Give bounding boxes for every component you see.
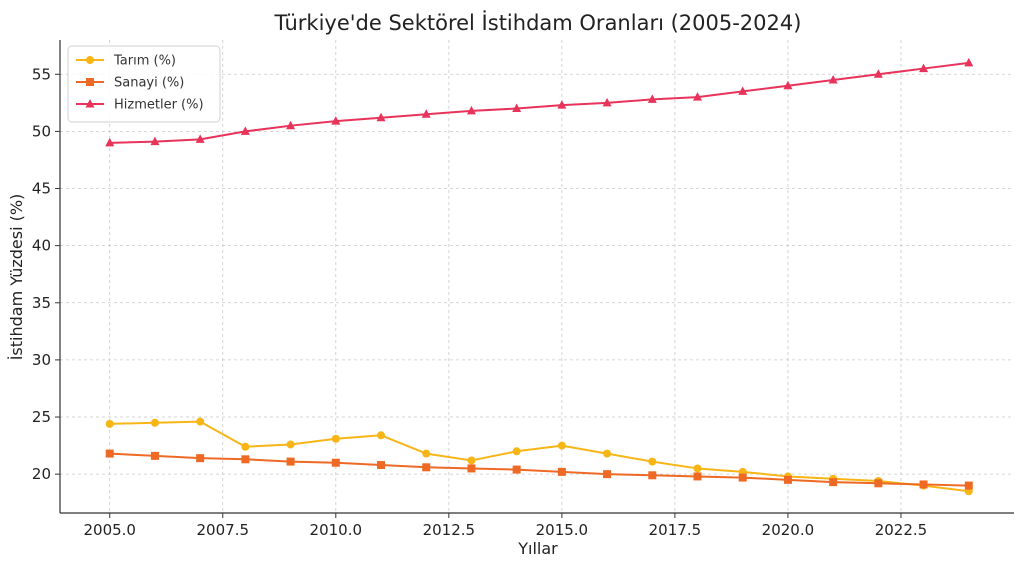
data-point — [286, 457, 295, 466]
legend-box — [67, 45, 221, 123]
y-tick-label: 40 — [32, 237, 51, 255]
x-axis-title: Yıllar — [517, 539, 558, 558]
data-point — [150, 451, 159, 460]
x-tick-label: 2010.0 — [310, 521, 363, 539]
data-point — [512, 447, 521, 456]
data-point — [693, 472, 702, 481]
data-point — [557, 467, 566, 476]
legend-item: Hizmetler (%) — [76, 98, 204, 113]
data-point — [648, 471, 657, 480]
y-tick-label: 50 — [32, 122, 51, 140]
data-point — [466, 105, 476, 115]
series-line — [109, 420, 969, 493]
y-axis-title: İstihdam Yüzdesi (%) — [7, 194, 26, 361]
data-point — [286, 120, 296, 130]
data-point — [602, 97, 612, 107]
data-point — [376, 112, 386, 122]
data-point — [693, 92, 703, 101]
x-tick-label: 2005.0 — [83, 521, 136, 539]
data-point — [964, 57, 974, 67]
data-point — [331, 458, 340, 467]
data-point — [783, 80, 793, 90]
legend-item: Sanayi (%) — [76, 76, 184, 91]
data-point — [603, 449, 612, 458]
data-point — [377, 431, 386, 440]
series-1 — [105, 417, 973, 496]
data-point — [286, 440, 295, 449]
data-point — [377, 461, 386, 470]
chart-title: Türkiye'de Sektörel İstihdam Oranları (2… — [274, 10, 802, 35]
grid — [60, 40, 1014, 513]
series-line — [109, 452, 969, 487]
data-point — [331, 116, 341, 125]
series-3 — [105, 57, 974, 147]
data-point — [829, 478, 838, 487]
data-point — [467, 464, 476, 473]
data-point — [467, 456, 476, 465]
data-point — [738, 86, 748, 95]
x-tick-label: 2020.0 — [762, 521, 815, 539]
data-point — [241, 455, 250, 464]
series-line — [109, 61, 969, 144]
y-tick-label: 35 — [32, 294, 51, 312]
legend-label: Tarım (%) — [113, 54, 176, 69]
data-point — [196, 417, 205, 426]
data-point — [105, 137, 115, 147]
legend-label: Hizmetler (%) — [114, 98, 204, 113]
x-tick-label: 2022.5 — [875, 521, 928, 539]
data-point — [421, 109, 431, 118]
data-point — [240, 126, 250, 135]
legend-label: Sanayi (%) — [114, 76, 184, 91]
data-point — [964, 481, 973, 490]
data-point — [693, 464, 702, 473]
data-point — [647, 94, 657, 103]
y-tick-label: 45 — [32, 180, 51, 198]
data-point — [196, 454, 205, 463]
series-2 — [105, 449, 973, 490]
legend-marker — [86, 78, 94, 86]
data-point — [873, 69, 883, 78]
data-point — [150, 136, 160, 146]
data-point — [919, 480, 928, 489]
data-point — [512, 103, 522, 113]
legend-marker — [85, 99, 95, 108]
legend: Tarım (%) Sanayi (%) Hizmetler (%) — [67, 45, 221, 123]
data-point — [557, 100, 567, 109]
x-tick-label: 2017.5 — [649, 521, 702, 539]
x-tick-label: 2007.5 — [197, 521, 250, 539]
data-point — [648, 457, 657, 466]
x-tick-label: 2012.5 — [423, 521, 476, 539]
series — [105, 57, 974, 496]
legend-item: Tarım (%) — [76, 54, 176, 69]
y-tick-label: 55 — [32, 65, 51, 83]
x-tick-label: 2015.0 — [536, 521, 589, 539]
data-point — [105, 419, 114, 428]
data-point — [241, 442, 250, 451]
data-point — [422, 463, 431, 472]
data-point — [783, 475, 792, 484]
data-point — [557, 441, 566, 450]
data-point — [874, 479, 883, 488]
data-point — [919, 63, 929, 73]
data-point — [422, 449, 431, 458]
y-tick-label: 20 — [32, 465, 51, 483]
data-point — [105, 449, 114, 458]
y-tick-label: 30 — [32, 351, 51, 369]
data-point — [738, 473, 747, 482]
data-point — [603, 470, 612, 479]
data-point — [331, 434, 340, 443]
data-point — [512, 465, 521, 474]
legend-marker — [86, 56, 94, 64]
data-point — [828, 74, 838, 84]
y-tick-label: 25 — [32, 408, 51, 426]
data-point — [150, 418, 159, 427]
axes: 2005.0 2007.5 2010.0 2012.5 2015.0 2017.5 2020… — [32, 40, 1014, 539]
data-point — [195, 134, 205, 143]
